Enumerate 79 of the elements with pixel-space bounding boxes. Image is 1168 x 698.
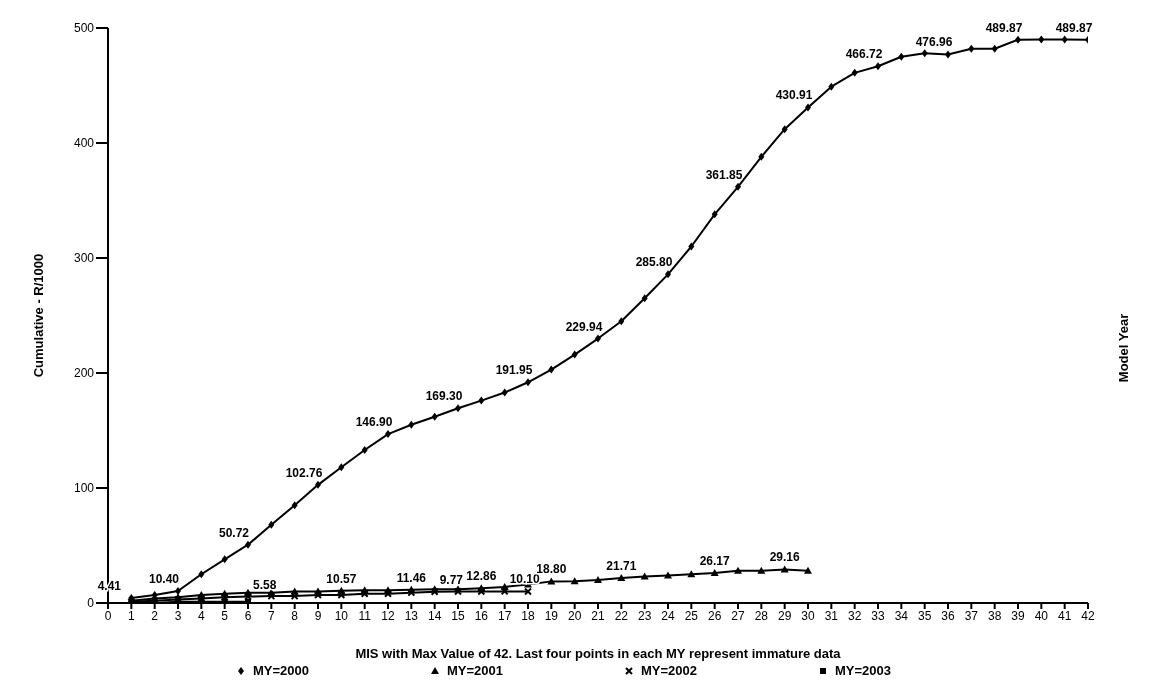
legend-label: MY=2000 [251, 663, 309, 678]
y-tick-label: 0 [87, 596, 95, 611]
data-label: 50.72 [218, 525, 250, 540]
x-tick-label: 30 [801, 608, 815, 623]
data-label: 285.80 [635, 255, 673, 270]
x-axis-title: MIS with Max Value of 42. Last four points in each MY represent immature data [355, 646, 842, 661]
x-tick-label: 7 [267, 608, 275, 623]
x-tick-label: 9 [314, 608, 322, 623]
x-tick-label: 20 [567, 608, 582, 623]
x-tick-label: 38 [987, 608, 1002, 623]
x-tick-label: 27 [731, 608, 745, 623]
x-tick-label: 13 [404, 608, 419, 623]
data-label: 489.87 [1055, 20, 1093, 35]
x-tick-label: 3 [174, 608, 182, 623]
x-tick-label: 17 [497, 608, 512, 623]
x-tick-label: 6 [244, 608, 252, 623]
x-tick-label: 35 [917, 608, 932, 623]
x-tick-label: 5 [221, 608, 229, 623]
x-tick-label: 32 [847, 608, 862, 623]
x-tick-label: 36 [941, 608, 955, 623]
x-tick-label: 25 [684, 608, 699, 623]
data-label: 12.86 [466, 569, 497, 584]
x-tick-label: 11 [358, 608, 372, 623]
y-tick-label: 300 [73, 251, 95, 266]
data-label: 5.58 [253, 577, 277, 592]
data-label: 11.46 [396, 570, 427, 585]
legend-title: Model Year [1115, 313, 1131, 383]
data-label: 29.16 [769, 550, 801, 565]
x-tick-label: 12 [381, 608, 395, 623]
data-label: 10.40 [148, 572, 180, 587]
x-tick-label: 34 [894, 608, 909, 623]
x-tick-label: 39 [1011, 608, 1025, 623]
y-tick-label: 200 [73, 366, 95, 381]
y-tick-label: 100 [73, 481, 95, 496]
x-tick-label: 29 [777, 608, 792, 623]
data-label: 146.90 [355, 415, 393, 430]
x-tick-label: 33 [871, 608, 885, 623]
data-label: 489.87 [985, 20, 1023, 35]
data-label: 26.17 [699, 553, 731, 568]
x-tick-label: 40 [1034, 608, 1049, 623]
data-label: 191.95 [495, 363, 533, 378]
x-tick-label: 41 [1057, 608, 1072, 623]
x-tick-label: 1 [127, 608, 135, 623]
legend-label: MY=2003 [834, 663, 892, 678]
data-label: 361.85 [705, 167, 743, 182]
legend-label: MY=2001 [446, 663, 503, 678]
y-tick-label: 400 [73, 136, 95, 151]
data-label: 21.71 [606, 559, 637, 574]
x-tick-label: 21 [591, 608, 605, 623]
x-tick-label: 28 [754, 608, 769, 623]
data-label: 229.94 [565, 319, 603, 334]
x-tick-label: 37 [964, 608, 979, 623]
data-label: 9.77 [439, 572, 464, 587]
data-label: 430.91 [775, 88, 813, 103]
y-tick-label: 500 [73, 21, 95, 36]
x-tick-label: 15 [451, 608, 465, 623]
x-tick-label: 14 [427, 608, 442, 623]
x-tick-label: 8 [291, 608, 299, 623]
x-tick-label: 31 [824, 608, 839, 623]
x-tick-label: 16 [474, 608, 489, 623]
x-tick-label: 2 [151, 608, 159, 623]
data-label: 169.30 [425, 389, 463, 404]
x-tick-label: 0 [104, 608, 112, 623]
x-tick-label: 24 [661, 608, 675, 623]
legend-label: MY=2002 [640, 663, 698, 678]
x-tick-label: 26 [707, 608, 722, 623]
data-label: 466.72 [845, 47, 883, 62]
data-label: 476.96 [915, 35, 953, 50]
x-tick-label: 19 [544, 608, 559, 623]
data-label: 102.76 [285, 465, 323, 480]
x-tick-label: 18 [521, 608, 535, 623]
x-tick-label: 22 [614, 608, 629, 623]
x-tick-label: 4 [197, 608, 205, 623]
data-label: 10.10 [509, 572, 541, 587]
x-tick-label: 42 [1081, 608, 1095, 623]
data-label: 10.57 [326, 571, 357, 586]
y-axis-title: Cumulative - R/1000 [30, 253, 46, 378]
x-tick-label: 10 [334, 608, 349, 623]
x-tick-label: 23 [637, 608, 652, 623]
